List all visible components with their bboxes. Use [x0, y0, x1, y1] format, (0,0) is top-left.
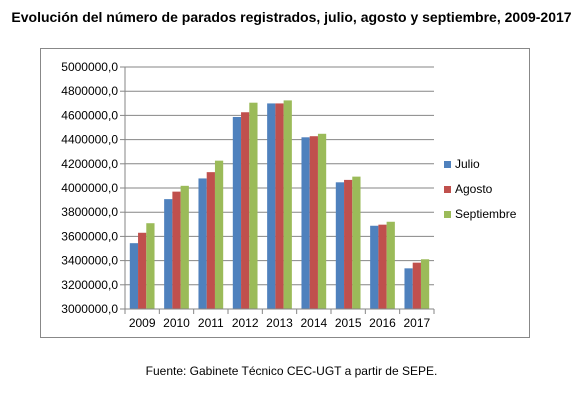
bar-julio-2016: [370, 225, 379, 309]
bar-septiembre-2011: [214, 160, 224, 309]
x-tick-label: 2012: [232, 316, 259, 330]
bar-agosto-2012: [241, 112, 250, 309]
bar-julio-2010: [164, 199, 173, 309]
bar-agosto-2015: [344, 179, 353, 309]
bar-julio-2015: [335, 182, 345, 309]
bar-agosto-2013: [275, 103, 284, 309]
bar-septiembre-2013: [283, 100, 292, 309]
bar-julio-2011: [198, 178, 207, 309]
x-tick-label: 2017: [403, 316, 430, 330]
x-tick-label: 2011: [198, 316, 224, 330]
source-note: Fuente: Gabinete Técnico CEC-UGT a parti…: [145, 364, 438, 378]
axes: 3000000,0 3200000,0 3400000,0 3600000,0 3800…: [61, 60, 435, 330]
bars: [129, 100, 430, 310]
bar-julio-2009: [129, 243, 139, 309]
y-tick-label: 5000000,0: [61, 60, 118, 74]
y-tick-label: 4400000,0: [61, 133, 118, 147]
y-tick-label: 3200000,0: [61, 278, 118, 292]
x-tick-label: 2010: [163, 316, 190, 330]
x-tick-label: 2016: [369, 316, 396, 330]
y-tick-label: 3800000,0: [61, 205, 118, 219]
legend-swatch-septiembre: [444, 211, 451, 218]
bar-septiembre-2014: [317, 133, 327, 309]
bar-julio-2012: [232, 116, 242, 310]
x-tick-label: 2013: [266, 316, 293, 330]
legend: Julio Agosto Septiembre: [444, 157, 517, 221]
bar-chart: 3000000,0 3200000,0 3400000,0 3600000,0 3800…: [61, 60, 517, 330]
bar-agosto-2017: [412, 262, 421, 309]
bar-septiembre-2012: [249, 102, 258, 309]
bar-septiembre-2009: [146, 223, 155, 309]
y-tick-label: 4800000,0: [61, 84, 118, 98]
legend-label-julio: Julio: [455, 157, 480, 171]
y-tick-label: 3000000,0: [61, 302, 118, 316]
bar-septiembre-2017: [420, 259, 430, 309]
bar-septiembre-2015: [352, 176, 361, 309]
legend-label-septiembre: Septiembre: [455, 207, 517, 221]
chart-title: Evolución del número de parados registra…: [11, 9, 572, 25]
y-tick-label: 3400000,0: [61, 254, 118, 268]
y-tick-label: 4600000,0: [61, 108, 118, 122]
bar-septiembre-2016: [386, 221, 395, 309]
bar-julio-2013: [267, 103, 276, 309]
bar-julio-2017: [404, 268, 413, 309]
x-tick-label: 2015: [335, 316, 362, 330]
bar-septiembre-2010: [180, 185, 189, 309]
legend-swatch-agosto: [444, 186, 451, 193]
x-tick-label: 2009: [129, 316, 156, 330]
legend-swatch-julio: [444, 161, 451, 168]
x-tick-label: 2014: [300, 316, 327, 330]
chart-area: 3000000,0 3200000,0 3400000,0 3600000,0 3800…: [40, 48, 530, 338]
bar-agosto-2014: [309, 136, 318, 309]
y-tick-label: 4200000,0: [61, 157, 118, 171]
bar-agosto-2009: [138, 232, 147, 309]
legend-label-agosto: Agosto: [455, 182, 493, 196]
y-tick-label: 3600000,0: [61, 229, 118, 243]
y-tick-label: 4000000,0: [61, 181, 118, 195]
bar-agosto-2010: [172, 191, 181, 309]
bar-julio-2014: [301, 137, 310, 309]
bar-agosto-2016: [378, 224, 387, 309]
bar-agosto-2011: [206, 172, 215, 309]
